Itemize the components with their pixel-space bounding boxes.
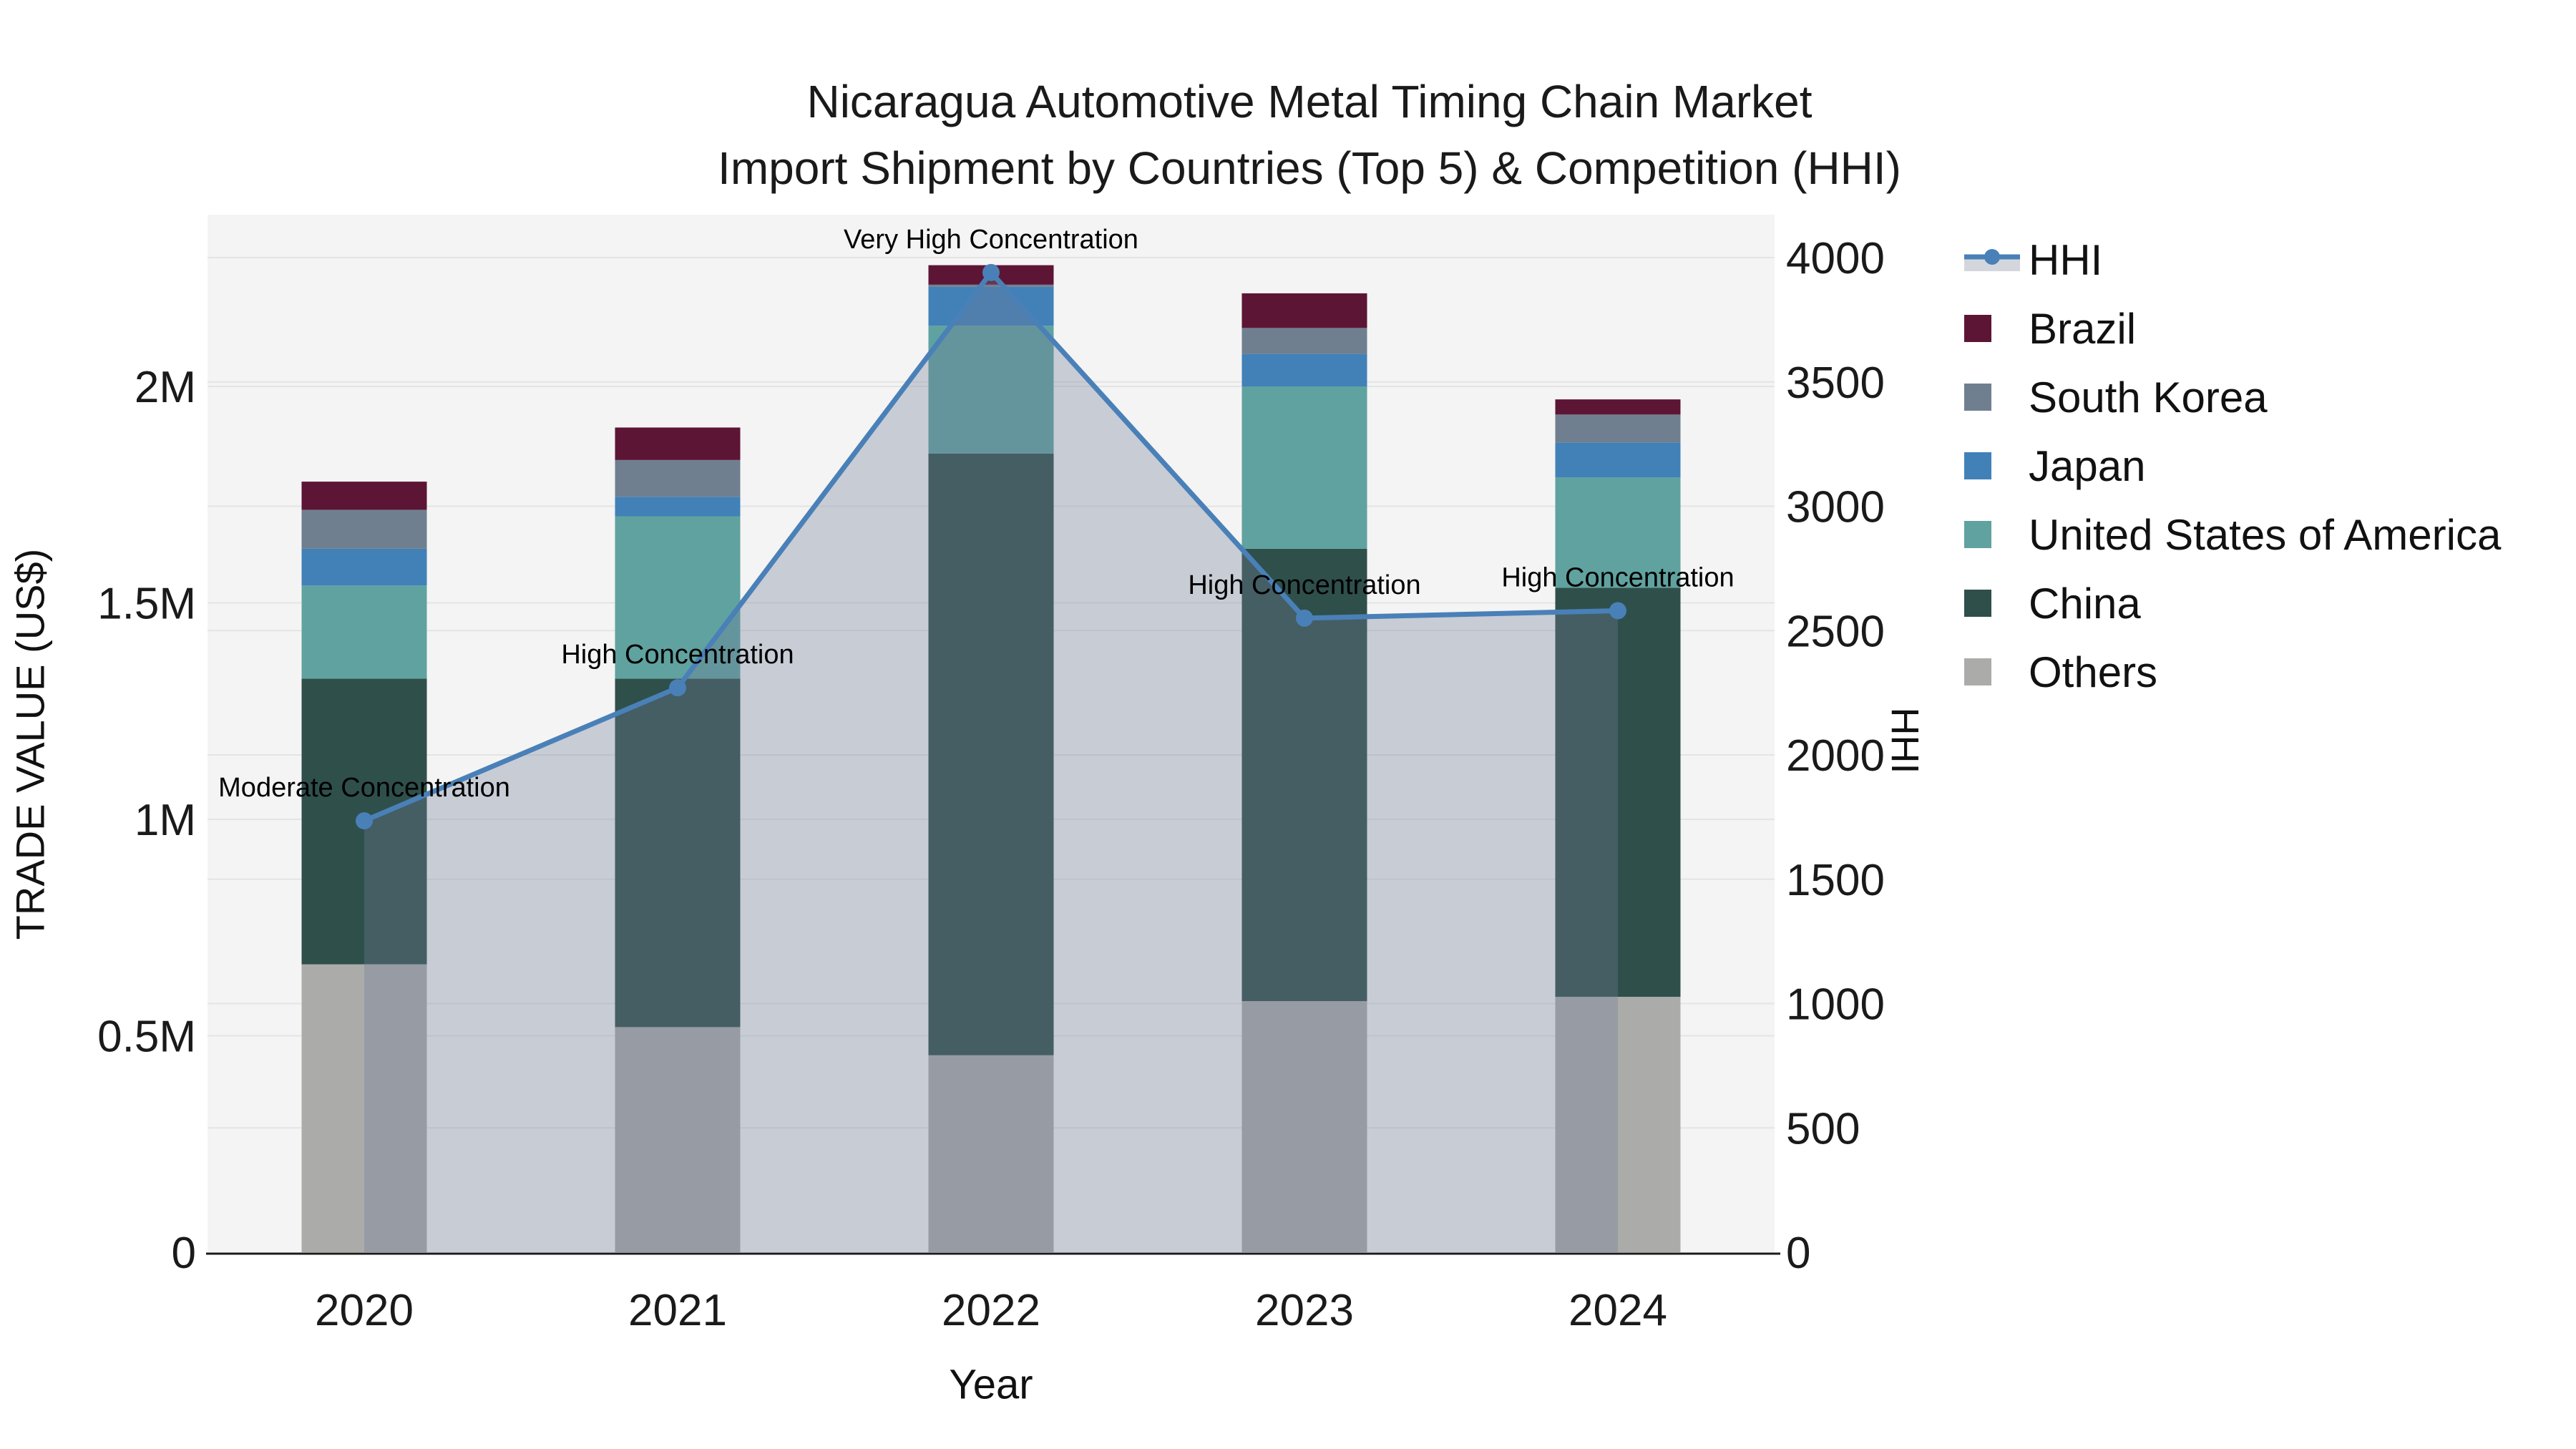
color-swatch-china [1964, 590, 2021, 617]
legend-item-others[interactable]: Others [1964, 638, 2501, 706]
bar-segment-united-states-of-america-2023 [1241, 386, 1367, 549]
legend-item-brazil[interactable]: Brazil [1964, 294, 2501, 363]
x-tick-2021: 2021 [628, 1286, 727, 1335]
bar-segment-china-2022 [928, 453, 1054, 1055]
bar-segment-others-2021 [615, 1027, 741, 1252]
bar-segment-china-2024 [1555, 587, 1681, 997]
legend-label-japan: Japan [2029, 441, 2146, 490]
bar-segment-japan-2023 [1241, 353, 1367, 386]
y-right-tick-2000: 2000 [1786, 731, 1885, 781]
bar-segment-united-states-of-america-2020 [301, 585, 427, 679]
y-right-tick-1000: 1000 [1786, 980, 1885, 1030]
y-right-tick-3000: 3000 [1786, 483, 1885, 532]
y-right-tick-1500: 1500 [1786, 856, 1885, 905]
y-right-tick-3500: 3500 [1786, 358, 1885, 408]
bar-segment-south-korea-2024 [1555, 414, 1681, 443]
bar-segment-south-korea-2021 [615, 459, 741, 497]
bar-segment-south-korea-2020 [301, 509, 427, 549]
hhi-point-2022 [982, 263, 1000, 281]
bar-segment-others-2024 [1555, 997, 1681, 1252]
annotation-2023: High Concentration [1188, 570, 1420, 600]
swatch-icon [1964, 658, 1991, 686]
bar-segment-united-states-of-america-2024 [1555, 477, 1681, 588]
legend-item-hhi[interactable]: HHI [1964, 225, 2501, 294]
chart-title: Nicaragua Automotive Metal Timing Chain … [0, 69, 2576, 202]
y-right-tick-0: 0 [1786, 1229, 1810, 1278]
legend-label-brazil: Brazil [2029, 304, 2137, 353]
bar-segment-japan-2021 [615, 497, 741, 517]
bar-segment-china-2021 [615, 678, 741, 1028]
bar-segment-brazil-2020 [301, 482, 427, 510]
hhi-point-2021 [669, 679, 686, 697]
y-left-tick-2m: 2M [135, 363, 196, 412]
color-swatch-brazil [1964, 315, 2021, 342]
annotation-2020: Moderate Concentration [218, 773, 510, 803]
hhi-line-legend-icon [1964, 244, 2021, 275]
bar-segment-brazil-2023 [1241, 293, 1367, 328]
swatch-icon [1964, 590, 1991, 617]
hhi-area-fill [364, 272, 1618, 1253]
y-left-tick-0-5m: 0.5M [97, 1013, 196, 1062]
x-tick-2020: 2020 [315, 1286, 414, 1335]
bar-segment-others-2020 [301, 964, 427, 1252]
x-tick-2024: 2024 [1568, 1286, 1667, 1335]
bar-segment-south-korea-2022 [928, 284, 1054, 287]
y-right-tick-4000: 4000 [1786, 234, 1885, 283]
annotation-2022: Very High Concentration [844, 225, 1138, 255]
y-left-tick-1-5m: 1.5M [97, 580, 196, 629]
legend: HHI Brazil South Korea Japan United States o… [1964, 225, 2501, 706]
legend-item-south-korea[interactable]: South Korea [1964, 363, 2501, 431]
swatch-icon [1964, 315, 1991, 342]
bar-segment-japan-2024 [1555, 442, 1681, 478]
color-swatch-others [1964, 658, 2021, 686]
y-left-axis-title: TRADE VALUE (US$) [7, 548, 53, 940]
hhi-point-2020 [356, 812, 373, 830]
legend-label-united-states-of-america: United States of America [2029, 510, 2502, 559]
annotation-2024: High Concentration [1501, 562, 1734, 592]
legend-label-china: China [2029, 579, 2141, 628]
bar-segment-united-states-of-america-2022 [928, 326, 1054, 454]
y-right-tick-500: 500 [1786, 1104, 1860, 1153]
color-swatch-united-states-of-america [1964, 521, 2021, 548]
legend-label-others: Others [2029, 648, 2158, 696]
color-swatch-south-korea [1964, 384, 2021, 411]
hhi-point-2023 [1296, 609, 1313, 627]
color-swatch-japan [1964, 452, 2021, 479]
legend-item-japan[interactable]: Japan [1964, 431, 2501, 500]
y-left-tick-1m: 1M [135, 796, 196, 845]
legend-item-china[interactable]: China [1964, 569, 2501, 638]
bar-segment-south-korea-2023 [1241, 328, 1367, 354]
legend-label-south-korea: South Korea [2029, 373, 2268, 421]
bar-segment-united-states-of-america-2021 [615, 516, 741, 679]
bar-segment-brazil-2024 [1555, 399, 1681, 415]
legend-label-hhi: HHI [2029, 235, 2103, 284]
bar-segment-others-2023 [1241, 1001, 1367, 1252]
y-left-tick-0: 0 [172, 1229, 196, 1278]
chart-title-line1: Nicaragua Automotive Metal Timing Chain … [806, 76, 1813, 127]
bar-segment-others-2022 [928, 1055, 1054, 1252]
annotation-2021: High Concentration [561, 640, 794, 670]
swatch-icon [1964, 452, 1991, 479]
bar-segment-brazil-2021 [615, 427, 741, 460]
bar-segment-japan-2020 [301, 548, 427, 586]
chart-title-line2: Import Shipment by Countries (Top 5) & C… [718, 142, 1901, 194]
y-right-axis-title: HHI [1883, 707, 1926, 774]
x-tick-2023: 2023 [1255, 1286, 1354, 1335]
x-axis-title: Year [949, 1361, 1033, 1408]
x-tick-2022: 2022 [942, 1286, 1040, 1335]
swatch-icon [1964, 384, 1991, 411]
swatch-icon [1964, 521, 1991, 548]
hhi-point-2024 [1609, 602, 1626, 620]
legend-item-united-states-of-america[interactable]: United States of America [1964, 500, 2501, 569]
y-right-tick-2500: 2500 [1786, 607, 1885, 656]
